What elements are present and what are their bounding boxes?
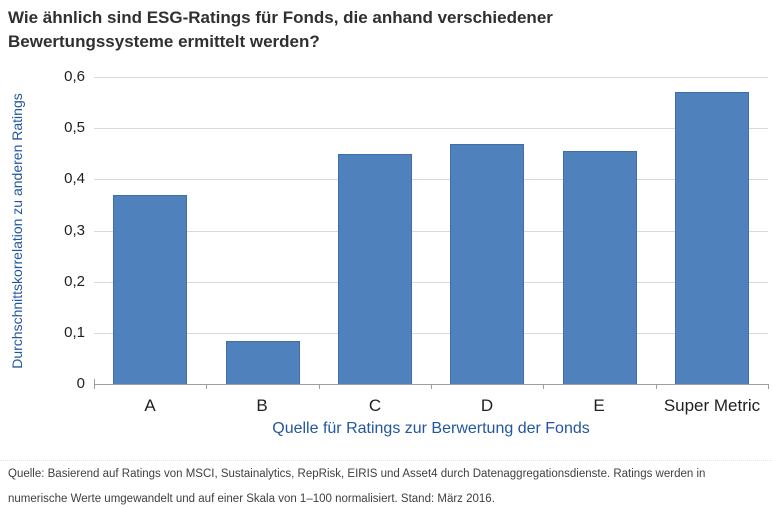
x-category-label: C bbox=[368, 396, 382, 415]
y-tick-label: 0,4 bbox=[64, 170, 85, 187]
bar-a bbox=[113, 195, 187, 384]
gridline bbox=[94, 128, 768, 129]
x-axis-tick bbox=[206, 384, 207, 389]
chart-title-line2: Bewertungssysteme ermittelt werden? bbox=[8, 32, 320, 51]
gridline bbox=[94, 77, 768, 78]
x-category-label: D bbox=[480, 396, 494, 415]
x-axis-tick bbox=[768, 384, 769, 389]
gridline bbox=[94, 231, 768, 232]
x-category-label: B bbox=[256, 396, 268, 415]
x-axis-tick bbox=[656, 384, 657, 389]
y-tick-label: 0,2 bbox=[64, 273, 85, 290]
gridline bbox=[94, 333, 768, 334]
gridline bbox=[94, 179, 768, 180]
y-tick-label: 0,3 bbox=[64, 222, 85, 239]
bar-c bbox=[338, 154, 412, 384]
bar-super-metric bbox=[675, 92, 749, 384]
gridline bbox=[94, 282, 768, 283]
y-tick-label: 0,6 bbox=[64, 68, 85, 85]
x-axis-tick bbox=[319, 384, 320, 389]
x-category-label: E bbox=[593, 396, 605, 415]
source-note: Quelle: Basierend auf Ratings von MSCI, … bbox=[8, 462, 768, 507]
chart-title-line1: Wie ähnlich sind ESG-Ratings für Fonds, … bbox=[8, 8, 553, 27]
x-axis-title: Quelle für Ratings zur Berwertung der Fo… bbox=[272, 420, 590, 437]
bar-e bbox=[563, 151, 637, 384]
chart-title: Wie ähnlich sind ESG-Ratings für Fonds, … bbox=[8, 6, 553, 54]
bar-d bbox=[450, 144, 524, 384]
x-axis-tick bbox=[543, 384, 544, 389]
source-note-line1: Quelle: Basierend auf Ratings von MSCI, … bbox=[8, 468, 706, 480]
source-note-line2: numerische Werte umgewandelt und auf ein… bbox=[8, 493, 495, 505]
footer-divider bbox=[0, 460, 772, 461]
x-axis-tick bbox=[431, 384, 432, 389]
y-tick-label: 0,1 bbox=[64, 324, 85, 341]
y-tick-label: 0,5 bbox=[64, 119, 85, 136]
bar-b bbox=[226, 341, 300, 384]
y-axis-stub bbox=[94, 379, 95, 384]
x-category-label: A bbox=[144, 396, 156, 415]
y-tick-label: 0 bbox=[76, 375, 85, 392]
x-category-label: Super Metric bbox=[663, 396, 761, 415]
x-axis-tick bbox=[94, 384, 95, 389]
